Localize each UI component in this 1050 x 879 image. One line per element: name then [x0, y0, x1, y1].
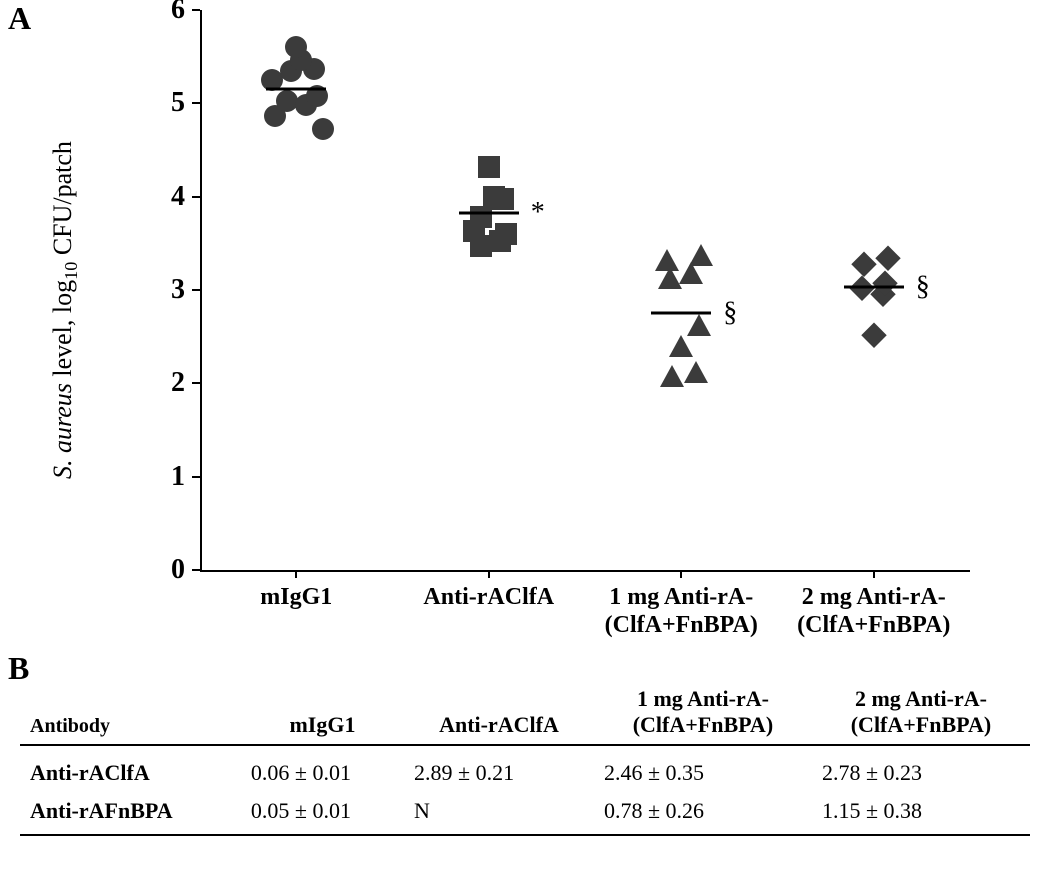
y-tick-label: 1 [155, 461, 185, 493]
significance-annotation: § [723, 297, 737, 329]
x-tick [488, 570, 490, 578]
x-category-label: 2 mg Anti-rA- (ClfA+FnBPA) [797, 584, 950, 639]
y-axis-sub: 10 [61, 262, 81, 280]
data-point [689, 244, 713, 266]
y-tick [192, 289, 200, 291]
data-point [285, 36, 307, 58]
data-point [483, 186, 505, 208]
table-corner-header: Antibody [20, 680, 241, 745]
significance-annotation: § [916, 271, 930, 303]
y-axis-label: S. aureus level, log10 CFU/patch [48, 141, 82, 479]
table-row: Anti-rAFnBPA0.05 ± 0.01N0.78 ± 0.261.15 … [20, 792, 1030, 835]
mean-bar [651, 312, 711, 315]
y-tick-label: 0 [155, 554, 185, 586]
table-column-header: 2 mg Anti-rA- (ClfA+FnBPA) [812, 680, 1030, 745]
data-point [495, 223, 517, 245]
y-tick-label: 4 [155, 181, 185, 213]
mean-bar [459, 211, 519, 214]
y-axis-tail: CFU/patch [48, 141, 77, 262]
table-cell: 0.78 ± 0.26 [594, 792, 812, 835]
y-tick [192, 102, 200, 104]
chart-plot-area: 0123456mIgG1Anti-rAClfA1 mg Anti-rA- (Cl… [200, 10, 970, 570]
y-tick-label: 5 [155, 87, 185, 119]
data-point [684, 361, 708, 383]
data-point [312, 118, 334, 140]
significance-annotation: * [531, 197, 545, 229]
data-point [655, 249, 679, 271]
y-tick [192, 196, 200, 198]
mean-bar [844, 286, 904, 289]
y-axis-mid: level, log [48, 280, 77, 383]
y-tick [192, 476, 200, 478]
table-cell: N [404, 792, 594, 835]
y-tick [192, 382, 200, 384]
data-point [876, 246, 901, 271]
x-axis-line [200, 570, 970, 572]
y-tick-label: 2 [155, 367, 185, 399]
row-label: Anti-rAClfA [20, 745, 241, 792]
row-label: Anti-rAFnBPA [20, 792, 241, 835]
table-cell: 2.46 ± 0.35 [594, 745, 812, 792]
x-category-label: 1 mg Anti-rA- (ClfA+FnBPA) [605, 584, 758, 639]
x-tick [295, 570, 297, 578]
table-body: Anti-rAClfA0.06 ± 0.012.89 ± 0.212.46 ± … [20, 745, 1030, 835]
y-tick-label: 6 [155, 0, 185, 26]
table-cell: 2.78 ± 0.23 [812, 745, 1030, 792]
panel-b-table-wrap: AntibodymIgG1Anti-rAClfA1 mg Anti-rA- (C… [20, 680, 1030, 836]
figure-root: A S. aureus level, log10 CFU/patch 01234… [0, 0, 1050, 879]
y-tick [192, 9, 200, 11]
data-point [687, 314, 711, 336]
table-header-row: AntibodymIgG1Anti-rAClfA1 mg Anti-rA- (C… [20, 680, 1030, 745]
x-category-label: mIgG1 [260, 584, 332, 612]
data-point [669, 335, 693, 357]
panel-a-chart-wrap: S. aureus level, log10 CFU/patch 0123456… [120, 10, 1000, 610]
table-row: Anti-rAClfA0.06 ± 0.012.89 ± 0.212.46 ± … [20, 745, 1030, 792]
mean-bar [266, 88, 326, 91]
y-axis-line [200, 10, 202, 570]
table-cell: 1.15 ± 0.38 [812, 792, 1030, 835]
table-cell: 0.05 ± 0.01 [241, 792, 404, 835]
data-point [470, 206, 492, 228]
table-cell: 2.89 ± 0.21 [404, 745, 594, 792]
y-tick [192, 569, 200, 571]
table-cell: 0.06 ± 0.01 [241, 745, 404, 792]
y-tick-label: 3 [155, 274, 185, 306]
data-point [660, 365, 684, 387]
x-category-label: Anti-rAClfA [423, 584, 554, 612]
data-point [861, 322, 886, 347]
table-column-header: Anti-rAClfA [404, 680, 594, 745]
table-column-header: 1 mg Anti-rA- (ClfA+FnBPA) [594, 680, 812, 745]
data-point [478, 156, 500, 178]
panel-a-label: A [8, 0, 31, 37]
y-axis-species: S. aureus [48, 383, 77, 479]
data-point [852, 251, 877, 276]
table-column-header: mIgG1 [241, 680, 404, 745]
x-tick [873, 570, 875, 578]
antibody-table: AntibodymIgG1Anti-rAClfA1 mg Anti-rA- (C… [20, 680, 1030, 836]
x-tick [680, 570, 682, 578]
